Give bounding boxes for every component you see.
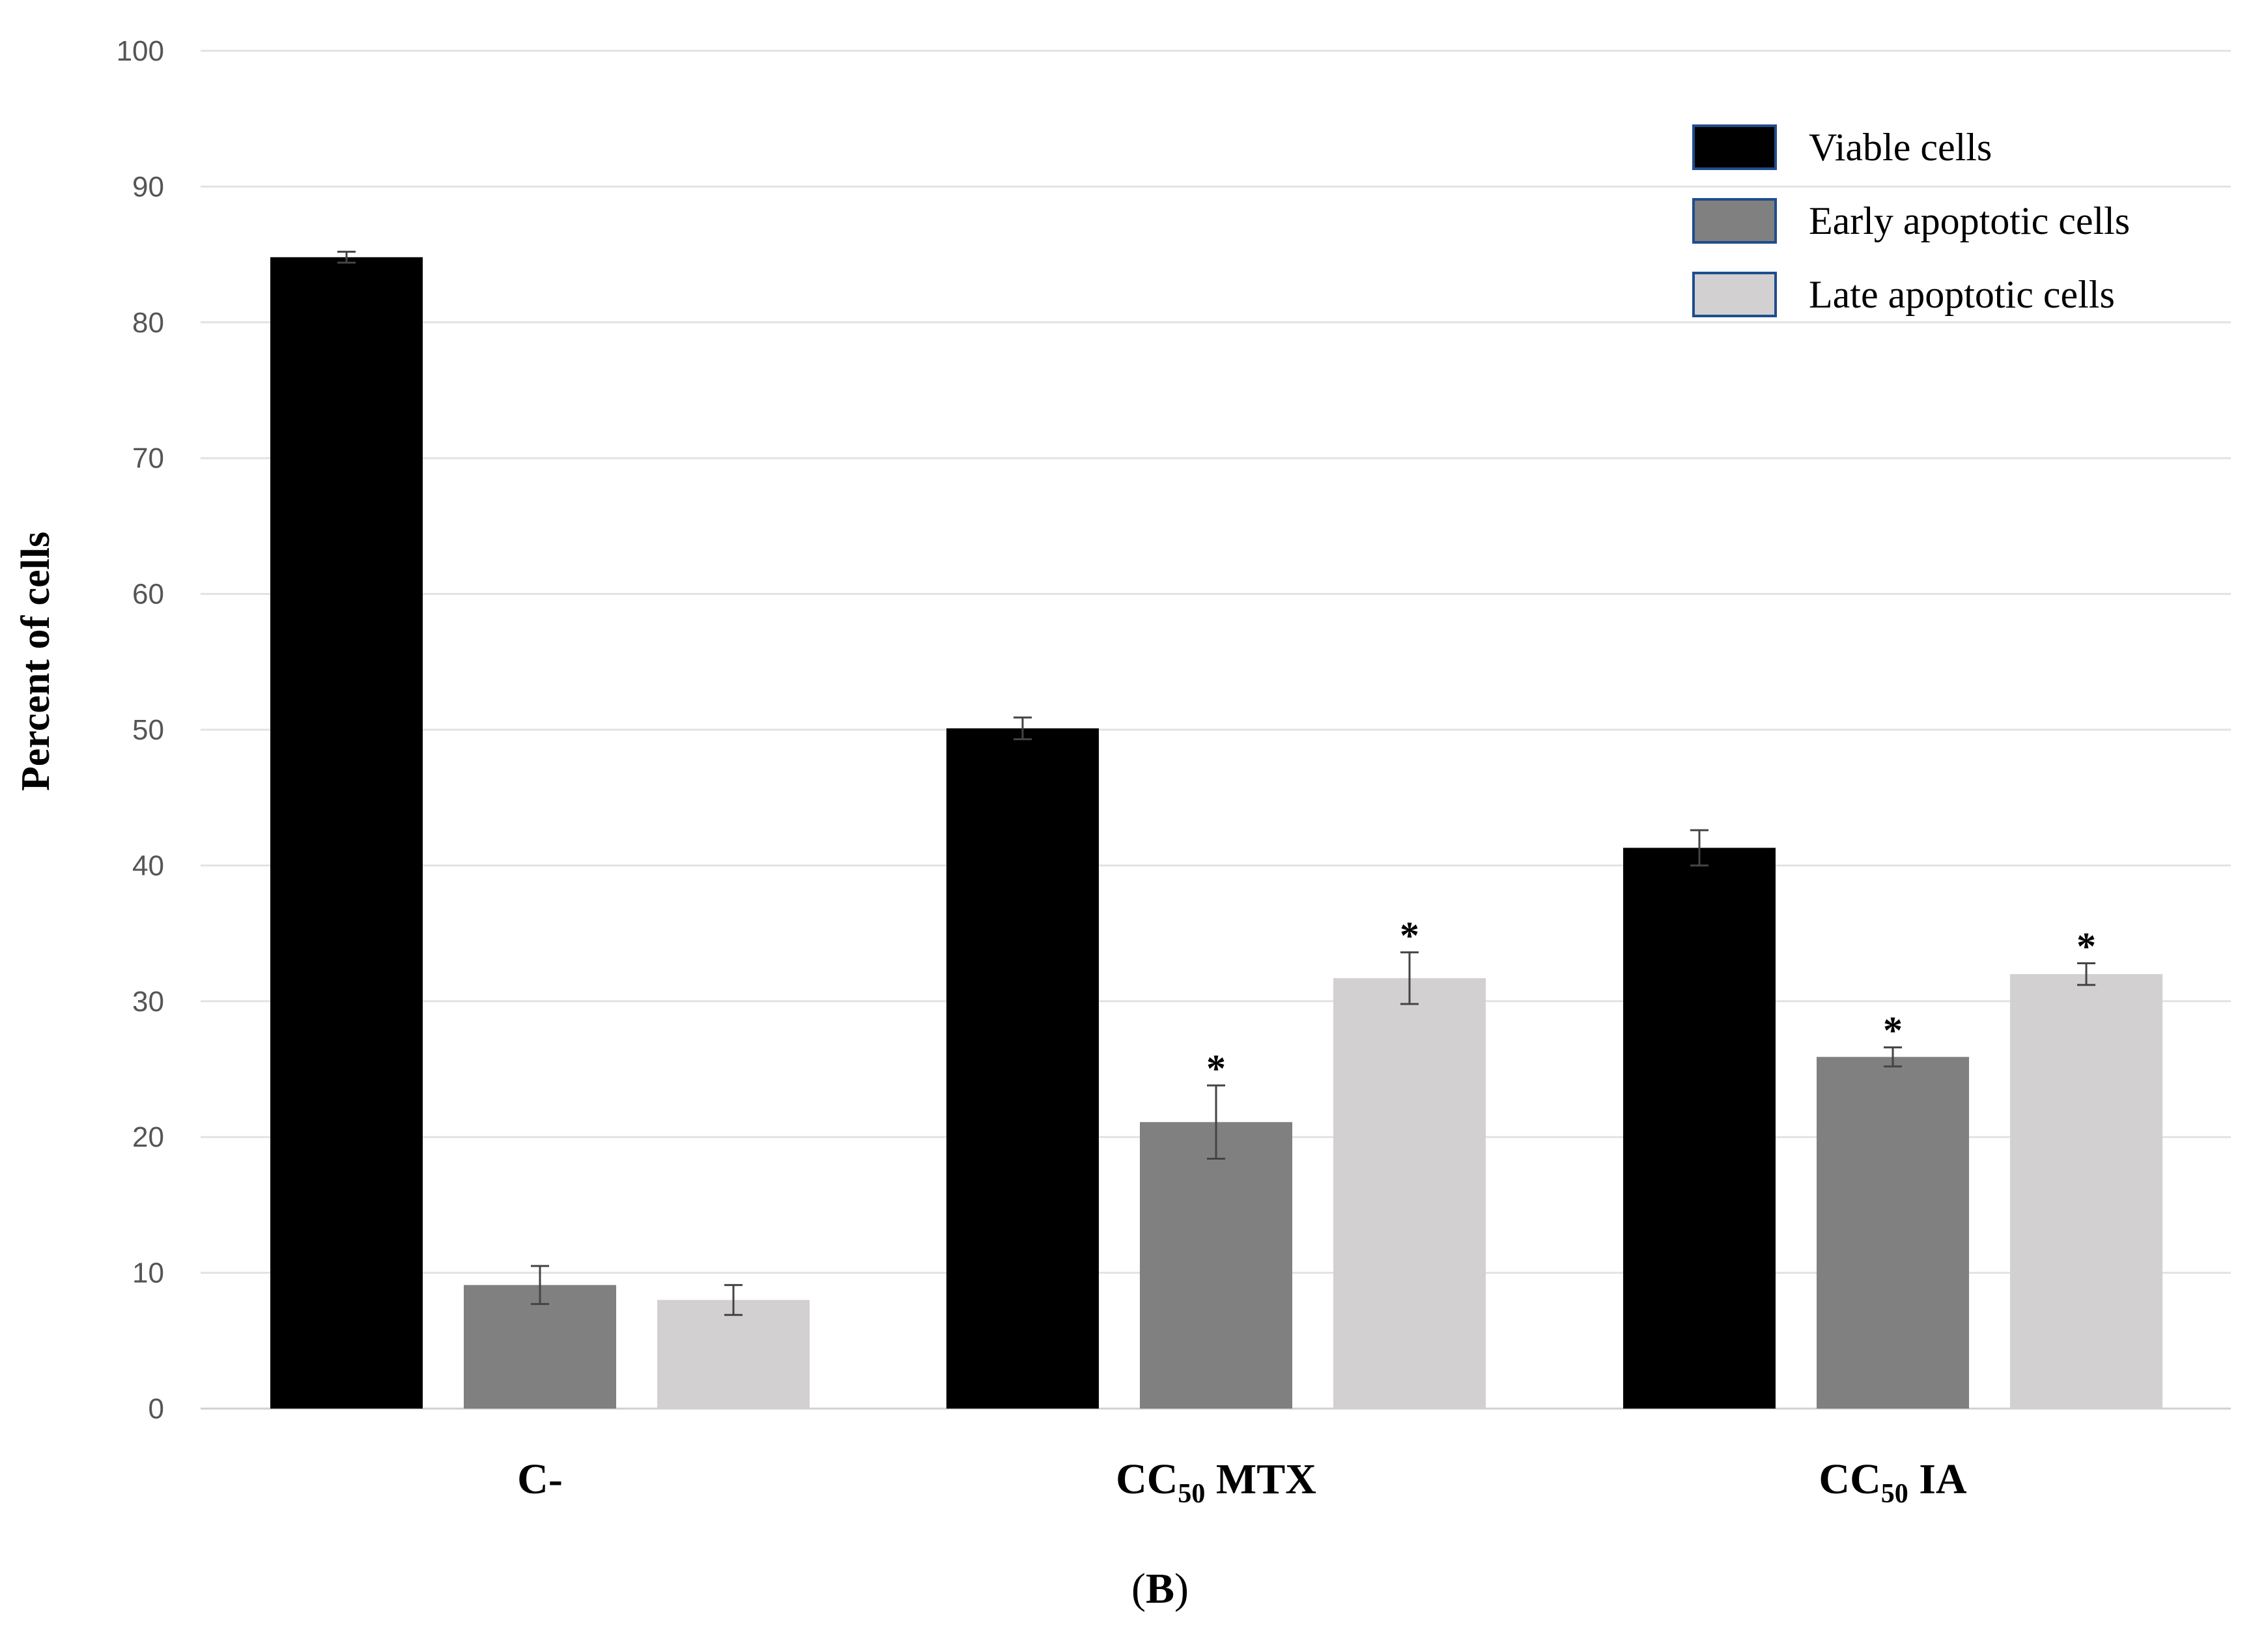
bars <box>270 257 2162 1409</box>
y-tick-label: 10 <box>132 1257 164 1289</box>
legend-label: Viable cells <box>1809 126 1992 169</box>
category-label-suffix: MTX <box>1205 1455 1316 1503</box>
category-label: C- <box>517 1455 563 1503</box>
category-label: CC50 MTX <box>1116 1455 1316 1509</box>
y-tick-label: 100 <box>117 35 164 67</box>
legend: Viable cells Early apoptotic cells Late ap… <box>1692 124 2130 317</box>
category-label-main: C- <box>517 1455 563 1503</box>
y-tick-label: 20 <box>132 1121 164 1153</box>
panel-label-letter: B <box>1146 1565 1174 1612</box>
category-label-subscript: 50 <box>1881 1479 1908 1509</box>
category-label: CC50 IA <box>1819 1455 1967 1509</box>
legend-swatch <box>1692 124 1777 170</box>
panel-label: (B) <box>1131 1565 1189 1612</box>
bar <box>1140 1122 1292 1409</box>
y-axis-ticks: 0 10 20 30 40 50 60 70 80 90 100 <box>117 35 164 1425</box>
error-bars <box>337 250 2095 1316</box>
significance-star: * <box>1206 1047 1226 1090</box>
x-axis-categories: C- CC50 MTX CC50 IA <box>517 1455 1967 1509</box>
legend-swatch <box>1692 198 1777 244</box>
y-tick-label: 50 <box>132 714 164 746</box>
category-label-main: CC <box>1819 1455 1880 1503</box>
significance-markers: * * * * <box>1206 914 2096 1090</box>
bar <box>1623 848 1776 1409</box>
legend-label: Late apoptotic cells <box>1809 273 2115 316</box>
panel-label-close: ) <box>1174 1565 1189 1612</box>
bar <box>946 728 1099 1409</box>
y-axis-label: Percent of cells <box>14 532 58 791</box>
panel-label-open: ( <box>1131 1565 1146 1612</box>
significance-star: * <box>1400 914 1419 957</box>
y-tick-label: 90 <box>132 171 164 203</box>
bar <box>657 1300 810 1409</box>
bar <box>1817 1057 1969 1409</box>
y-tick-label: 60 <box>132 579 164 610</box>
significance-star: * <box>1883 1009 1903 1052</box>
bar <box>270 257 423 1409</box>
legend-swatch <box>1692 272 1777 317</box>
legend-label: Early apoptotic cells <box>1809 199 2130 242</box>
bar <box>464 1285 616 1409</box>
category-label-suffix: IA <box>1908 1455 1967 1503</box>
bar <box>2010 974 2162 1409</box>
y-tick-label: 80 <box>132 307 164 339</box>
y-tick-label: 70 <box>132 442 164 474</box>
significance-star: * <box>2077 924 2096 968</box>
y-tick-label: 40 <box>132 850 164 882</box>
category-label-main: CC <box>1116 1455 1178 1503</box>
y-tick-label: 0 <box>149 1393 164 1425</box>
y-tick-label: 30 <box>132 986 164 1018</box>
category-label-subscript: 50 <box>1178 1479 1205 1509</box>
bar <box>1333 978 1486 1409</box>
